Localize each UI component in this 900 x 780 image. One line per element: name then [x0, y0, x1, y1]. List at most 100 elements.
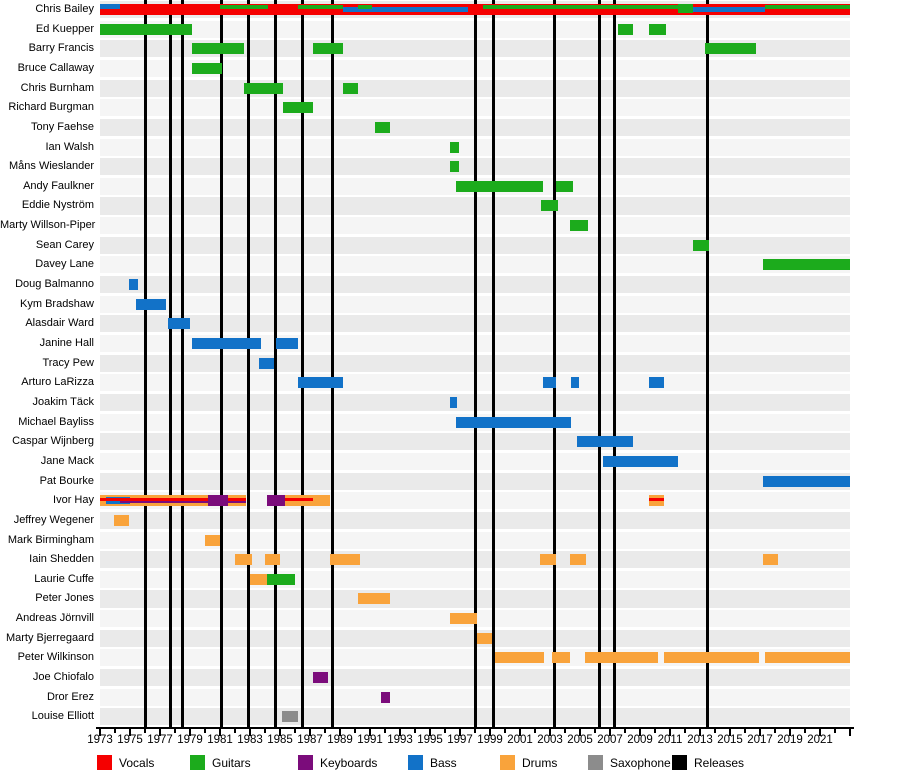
guitars-bar: [313, 43, 343, 55]
keyboards-bar: [266, 495, 285, 507]
member-label: Iain Shedden: [29, 553, 94, 566]
keyboards-bar: [119, 501, 208, 504]
guitars-bar: [764, 5, 850, 9]
minor-tick: [324, 729, 326, 733]
guitars-bar: [541, 200, 558, 212]
minor-tick: [444, 729, 446, 733]
minor-tick: [654, 729, 656, 733]
minor-tick: [714, 729, 716, 733]
major-tick: [759, 729, 761, 736]
member-label: Barry Francis: [28, 42, 94, 55]
vocals-bar: [100, 497, 208, 501]
member-label: Pat Bourke: [39, 474, 94, 487]
release-line: [247, 0, 250, 727]
bass-bar: [136, 298, 166, 310]
minor-tick: [294, 729, 296, 733]
year-label: 2001: [507, 734, 533, 746]
bass-bar: [602, 455, 678, 467]
major-tick: [309, 729, 311, 736]
drums-bar: [284, 495, 330, 507]
major-tick: [129, 729, 131, 736]
member-label: Ed Kuepper: [35, 22, 94, 35]
minor-tick: [204, 729, 206, 733]
guitars-bar: [244, 82, 283, 94]
bass-bar: [191, 338, 261, 350]
legend-label: Saxophone: [610, 756, 671, 770]
minor-tick: [174, 729, 176, 733]
keyboards-bar: [380, 691, 390, 703]
year-label: 2007: [597, 734, 623, 746]
bass-swatch: [408, 755, 423, 770]
major-tick: [849, 729, 851, 736]
member-label: Marty Bjerregaard: [5, 631, 94, 644]
guitars-bar: [374, 121, 390, 133]
year-label: 1981: [207, 734, 233, 746]
member-label: Andy Faulkner: [23, 179, 94, 192]
member-label: Jeffrey Wegener: [13, 513, 94, 526]
drums-bar: [664, 652, 759, 664]
major-tick: [279, 729, 281, 736]
keyboards-swatch: [298, 755, 313, 770]
releases-swatch: [672, 755, 687, 770]
year-label: 1993: [387, 734, 413, 746]
bass-bar: [100, 4, 120, 9]
year-label: 2011: [657, 734, 683, 746]
major-tick: [369, 729, 371, 736]
drums-bar: [449, 613, 477, 625]
release-line: [181, 0, 184, 727]
member-label: Chris Bailey: [35, 3, 94, 15]
bass-bar: [449, 396, 457, 408]
guitars-bar: [449, 141, 459, 153]
major-tick: [609, 729, 611, 736]
drums-bar: [235, 554, 252, 566]
minor-tick: [114, 729, 116, 733]
vocals-bar: [649, 497, 664, 501]
bass-bar: [275, 338, 298, 350]
drums-bar: [205, 534, 220, 546]
release-line: [613, 0, 616, 727]
member-label: Peter Jones: [35, 592, 94, 605]
member-label: Ian Walsh: [45, 140, 94, 153]
member-label: Jane Mack: [40, 454, 94, 467]
year-label: 1977: [147, 734, 173, 746]
minor-tick: [534, 729, 536, 733]
minor-tick: [624, 729, 626, 733]
member-label: Michael Bayliss: [18, 415, 94, 428]
vocals-bar: [227, 497, 246, 501]
guitars-bar: [704, 43, 756, 55]
year-label: 1997: [447, 734, 473, 746]
year-label: 2017: [747, 734, 773, 746]
major-tick: [189, 729, 191, 736]
bass-bar: [692, 6, 765, 12]
major-tick: [819, 729, 821, 736]
minor-tick: [684, 729, 686, 733]
keyboards-bar: [227, 501, 246, 504]
drums-bar: [250, 573, 267, 585]
minor-tick: [384, 729, 386, 733]
guitars-bar: [617, 23, 633, 35]
guitars-bar: [763, 259, 850, 271]
guitars-bar: [455, 180, 543, 192]
legend-label: Releases: [694, 756, 745, 770]
member-label: Dror Erez: [46, 690, 94, 703]
bass-bar: [763, 475, 850, 487]
release-line: [143, 0, 147, 727]
saxophone-bar: [281, 711, 298, 723]
drums-bar: [113, 514, 129, 526]
member-label: Måns Wieslander: [9, 160, 94, 173]
drums-bar: [494, 652, 544, 664]
member-label: Bruce Callaway: [17, 61, 94, 74]
member-label: Mark Birmingham: [7, 533, 94, 546]
legend-label: Drums: [522, 756, 558, 770]
drums-bar: [764, 652, 850, 664]
minor-tick: [804, 729, 806, 733]
member-label: Marty Willson-Piper: [0, 219, 96, 232]
member-labels-column: Chris Bailey Ed Kuepper Barry Francis Bruce…: [0, 0, 97, 727]
member-label: Richard Burgman: [8, 101, 94, 114]
major-tick: [639, 729, 641, 736]
member-label: Doug Balmanno: [15, 278, 94, 291]
vocals-swatch: [97, 755, 112, 770]
major-tick: [669, 729, 671, 736]
major-tick: [519, 729, 521, 736]
